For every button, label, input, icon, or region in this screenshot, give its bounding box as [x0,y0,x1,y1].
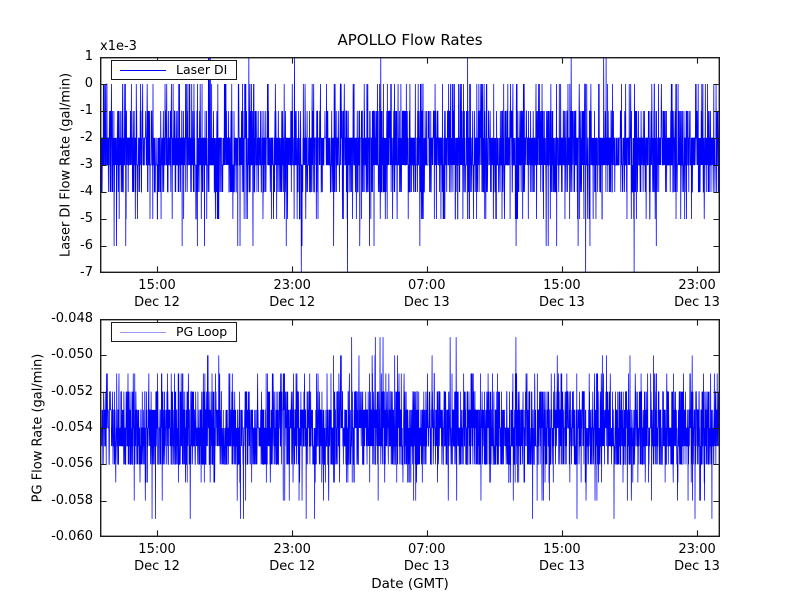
x-tick-date-label: Dec 13 [674,559,720,574]
x-tick-date-label: Dec 12 [134,295,180,310]
y-tick-label: 1 [84,49,93,64]
y-axis-offset-multiplier: x1e-3 [100,39,137,54]
x-tick-time-label: 07:00 [408,542,446,557]
y-tick-label: -5 [80,211,93,226]
x-tick-date-label: Dec 12 [269,559,316,574]
pg-loop-legend-line [120,331,166,333]
x-tick-time-label: 23:00 [678,542,716,557]
x-tick-date-label: Dec 12 [269,295,316,310]
laser-di-legend-line [120,69,166,71]
y-tick-label: -6 [80,238,93,253]
y-tick-label: -0.048 [51,311,93,326]
x-tick-time-label: 15:00 [543,542,581,557]
y-tick-label: -0.056 [51,456,93,472]
y-tick-label: -3 [80,157,93,172]
top-plot-area: Laser DI [100,57,720,273]
x-tick-date-label: Dec 13 [538,295,585,310]
y-tick-label: -2 [80,130,93,145]
y-tick-label: -0.050 [51,347,93,363]
bottom-plot-area: PG Loop [100,319,720,537]
x-tick-time-label: 07:00 [408,278,446,293]
x-tick-time-label: 15:00 [138,542,176,557]
x-tick-date-label: Dec 13 [538,559,585,574]
pg-loop-legend-label: PG Loop [176,323,228,339]
y-tick-label: -0.058 [51,492,93,508]
x-tick-time-label: 23:00 [678,278,716,293]
x-tick-time-label: 23:00 [273,542,311,557]
x-tick-date-label: Dec 13 [674,295,720,310]
y-tick-label: -1 [80,103,93,118]
chart-title: APOLLO Flow Rates [337,31,483,49]
y-tick-label: -4 [80,184,93,199]
laser-di-series-plot [100,57,720,273]
pg-loop-series-plot [100,319,720,537]
y-tick-label: -0.060 [51,529,93,544]
y-tick-label: -0.052 [51,383,93,399]
x-tick-time-label: 15:00 [138,278,176,293]
x-tick-time-label: 15:00 [543,278,581,293]
y-tick-label: -7 [80,265,93,280]
x-tick-date-label: Dec 13 [403,295,450,310]
top-legend-box: Laser DI [111,60,237,80]
x-tick-date-label: Dec 13 [403,559,450,574]
x-tick-time-label: 23:00 [273,278,311,293]
x-tick-date-label: Dec 12 [134,559,180,574]
x-axis-label: Date (GMT) [371,576,449,592]
y-tick-label: 0 [84,76,93,91]
laser-di-legend-label: Laser DI [176,61,228,77]
y-tick-label: -0.054 [51,420,93,435]
bottom-legend-box: PG Loop [111,322,237,342]
